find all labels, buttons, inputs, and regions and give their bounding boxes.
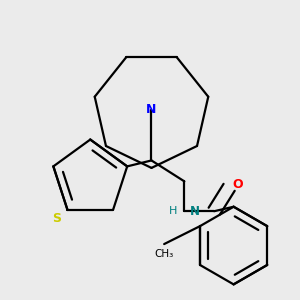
Text: H: H bbox=[169, 206, 177, 216]
Text: N: N bbox=[146, 103, 157, 116]
Text: CH₃: CH₃ bbox=[154, 248, 174, 259]
Text: S: S bbox=[52, 212, 62, 225]
Text: O: O bbox=[233, 178, 243, 191]
Text: N: N bbox=[190, 205, 200, 218]
